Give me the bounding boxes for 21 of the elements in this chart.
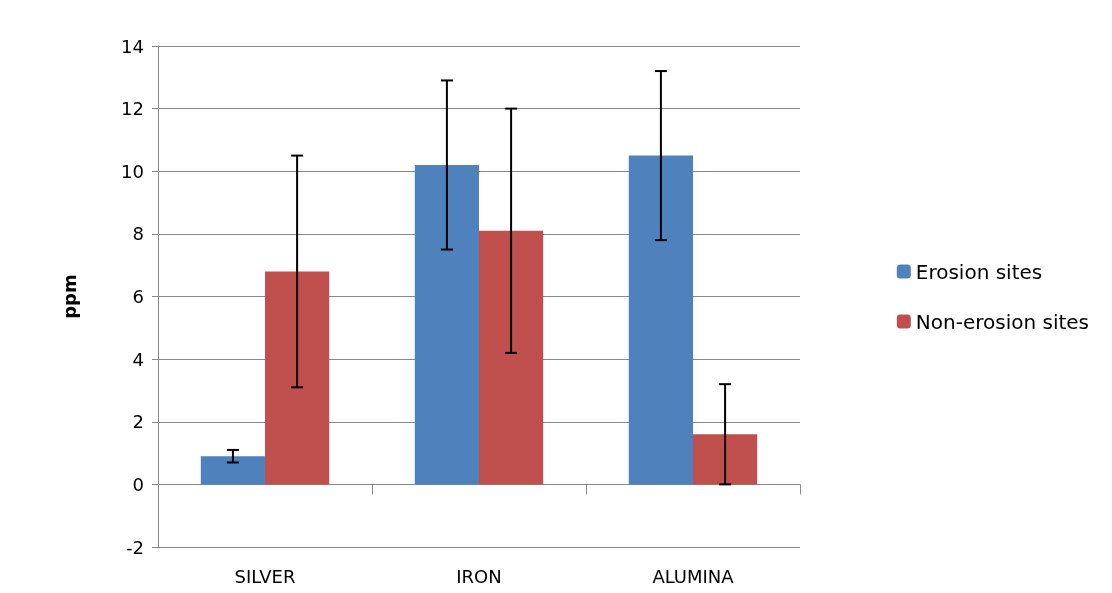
x-tick-label: IRON bbox=[456, 565, 502, 587]
y-tick-label: 6 bbox=[132, 286, 144, 307]
y-tick-label: 10 bbox=[121, 160, 144, 182]
bar bbox=[265, 271, 330, 485]
legend-label: Non-erosion sites bbox=[915, 309, 1089, 334]
y-tick-label: 0 bbox=[132, 473, 144, 495]
bar bbox=[693, 434, 758, 485]
y-tick-label: 14 bbox=[121, 35, 144, 57]
y-tick-label: 12 bbox=[121, 98, 144, 120]
x-tick-label: ALUMINA bbox=[652, 565, 735, 587]
y-tick-label: 4 bbox=[132, 348, 144, 370]
bar bbox=[200, 456, 265, 485]
y-axis-title: ppm bbox=[58, 274, 80, 319]
bar bbox=[414, 164, 479, 485]
bar bbox=[628, 155, 693, 485]
y-tick-label: 8 bbox=[132, 223, 144, 245]
y-tick-label: 2 bbox=[132, 411, 144, 433]
x-tick-label: SILVER bbox=[234, 565, 296, 587]
bar bbox=[479, 230, 544, 485]
legend-label: Erosion sites bbox=[915, 259, 1043, 284]
y-tick-label: -2 bbox=[126, 536, 144, 558]
